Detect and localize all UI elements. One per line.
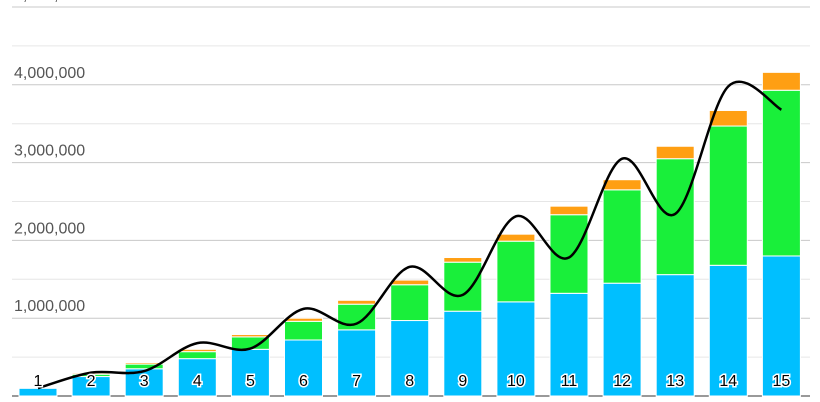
x-tick-label: 13 <box>666 373 684 390</box>
bar-segment-series-3-cat-5 <box>230 334 270 338</box>
bar-segment-series-1-cat-13 <box>655 274 695 397</box>
bar-segment-series-1-cat-14 <box>708 264 748 397</box>
x-tick-label: 4 <box>193 373 202 390</box>
x-tick-label: 10 <box>507 373 525 390</box>
x-tick-label: 9 <box>458 373 467 390</box>
y-tick-label: 2,000,000 <box>14 220 85 237</box>
x-tick-label: 12 <box>613 373 631 390</box>
bar-segment-series-2-cat-12 <box>602 189 642 284</box>
trend-line-path <box>37 80 783 390</box>
bar-segment-series-1-cat-11 <box>549 292 589 397</box>
y-tick-label: 3,000,000 <box>14 143 85 160</box>
x-tick-label: 8 <box>405 373 414 390</box>
bar-segment-series-1-cat-12 <box>602 282 642 397</box>
x-tick-label: 2 <box>87 373 96 390</box>
bar-segment-series-2-cat-15 <box>761 89 801 257</box>
bar-segment-series-3-cat-12 <box>602 179 642 191</box>
x-tick-label: 15 <box>773 373 791 390</box>
bar-segment-series-3-cat-6 <box>284 317 323 322</box>
y-tick-label: 5,000,000 <box>14 0 85 4</box>
bar-segment-series-1-cat-10 <box>496 301 536 397</box>
x-tick-label: 14 <box>719 373 737 390</box>
bar-segment-series-2-cat-13 <box>655 158 695 276</box>
bar-segment-series-2-cat-6 <box>284 320 323 341</box>
x-tick-label: 3 <box>140 373 149 390</box>
trend-line <box>37 80 783 390</box>
bar-segment-series-1-cat-7 <box>337 329 377 397</box>
x-axis-tick-labels: 1 2 3 4 5 6 7 8 9 10 11 12 13 14 15 <box>32 372 792 392</box>
bar-series <box>18 71 801 397</box>
x-tick-label: 7 <box>352 373 361 390</box>
bar-segment-series-2-cat-8 <box>390 284 430 322</box>
bar-segment-series-1-cat-6 <box>284 339 323 397</box>
bar-segment-series-3-cat-8 <box>390 279 430 286</box>
bar-segment-series-3-cat-9 <box>443 257 483 263</box>
y-axis-tick-labels: 1,000,000 2,000,000 3,000,000 4,000,000 5,00… <box>14 0 85 315</box>
bar-segment-series-3-cat-15 <box>761 71 801 91</box>
bar-segment-series-3-cat-14 <box>708 109 748 127</box>
bar-segment-series-2-cat-7 <box>337 303 377 331</box>
bar-segment-series-3-cat-13 <box>655 145 695 160</box>
bar-segment-series-3-cat-7 <box>337 299 377 305</box>
bar-segment-series-1-cat-8 <box>390 320 430 397</box>
x-tick-label: 5 <box>246 373 255 390</box>
bar-segment-series-1-cat-4 <box>177 358 217 397</box>
y-tick-label: 4,000,000 <box>14 65 85 82</box>
bar-segment-series-2-cat-4 <box>177 351 217 360</box>
x-tick-label: 1 <box>34 373 43 390</box>
bar-segment-series-2-cat-14 <box>708 125 748 266</box>
bar-segment-series-2-cat-10 <box>496 240 536 303</box>
x-tick-label: 11 <box>561 373 578 390</box>
y-tick-label: 1,000,000 <box>14 298 85 315</box>
bar-segment-series-3-cat-11 <box>549 205 589 216</box>
x-tick-label: 6 <box>299 373 308 390</box>
bar-segment-series-2-cat-9 <box>443 261 483 312</box>
bar-segment-series-3-cat-3 <box>124 362 164 365</box>
bar-segment-series-1-cat-5 <box>230 348 270 397</box>
bar-segment-series-3-cat-10 <box>496 233 536 242</box>
